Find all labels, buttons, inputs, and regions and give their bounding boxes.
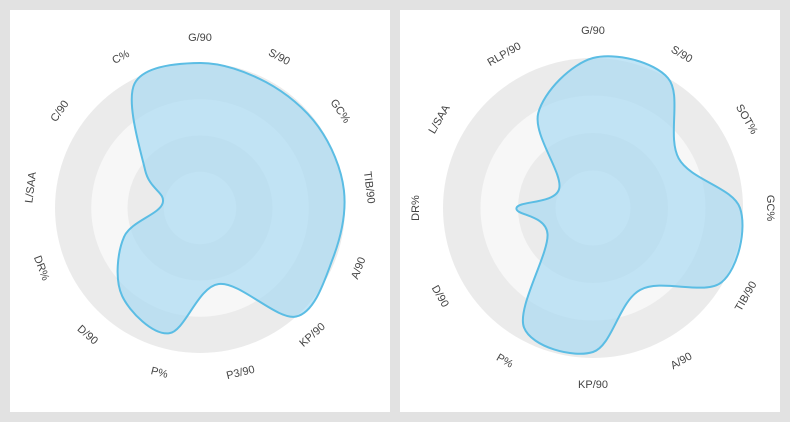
radar-area <box>515 55 744 355</box>
axis-label: TIB/90 <box>361 171 377 205</box>
axis-label: G/90 <box>581 25 605 37</box>
axis-label: GC% <box>764 195 776 222</box>
axis-label: KP/90 <box>578 379 608 391</box>
axis-label: P% <box>150 365 170 381</box>
axis-label: DR% <box>410 195 422 221</box>
axis-label: L/SAA <box>23 171 39 204</box>
axis-label: G/90 <box>188 32 212 44</box>
radar-area <box>116 61 346 335</box>
